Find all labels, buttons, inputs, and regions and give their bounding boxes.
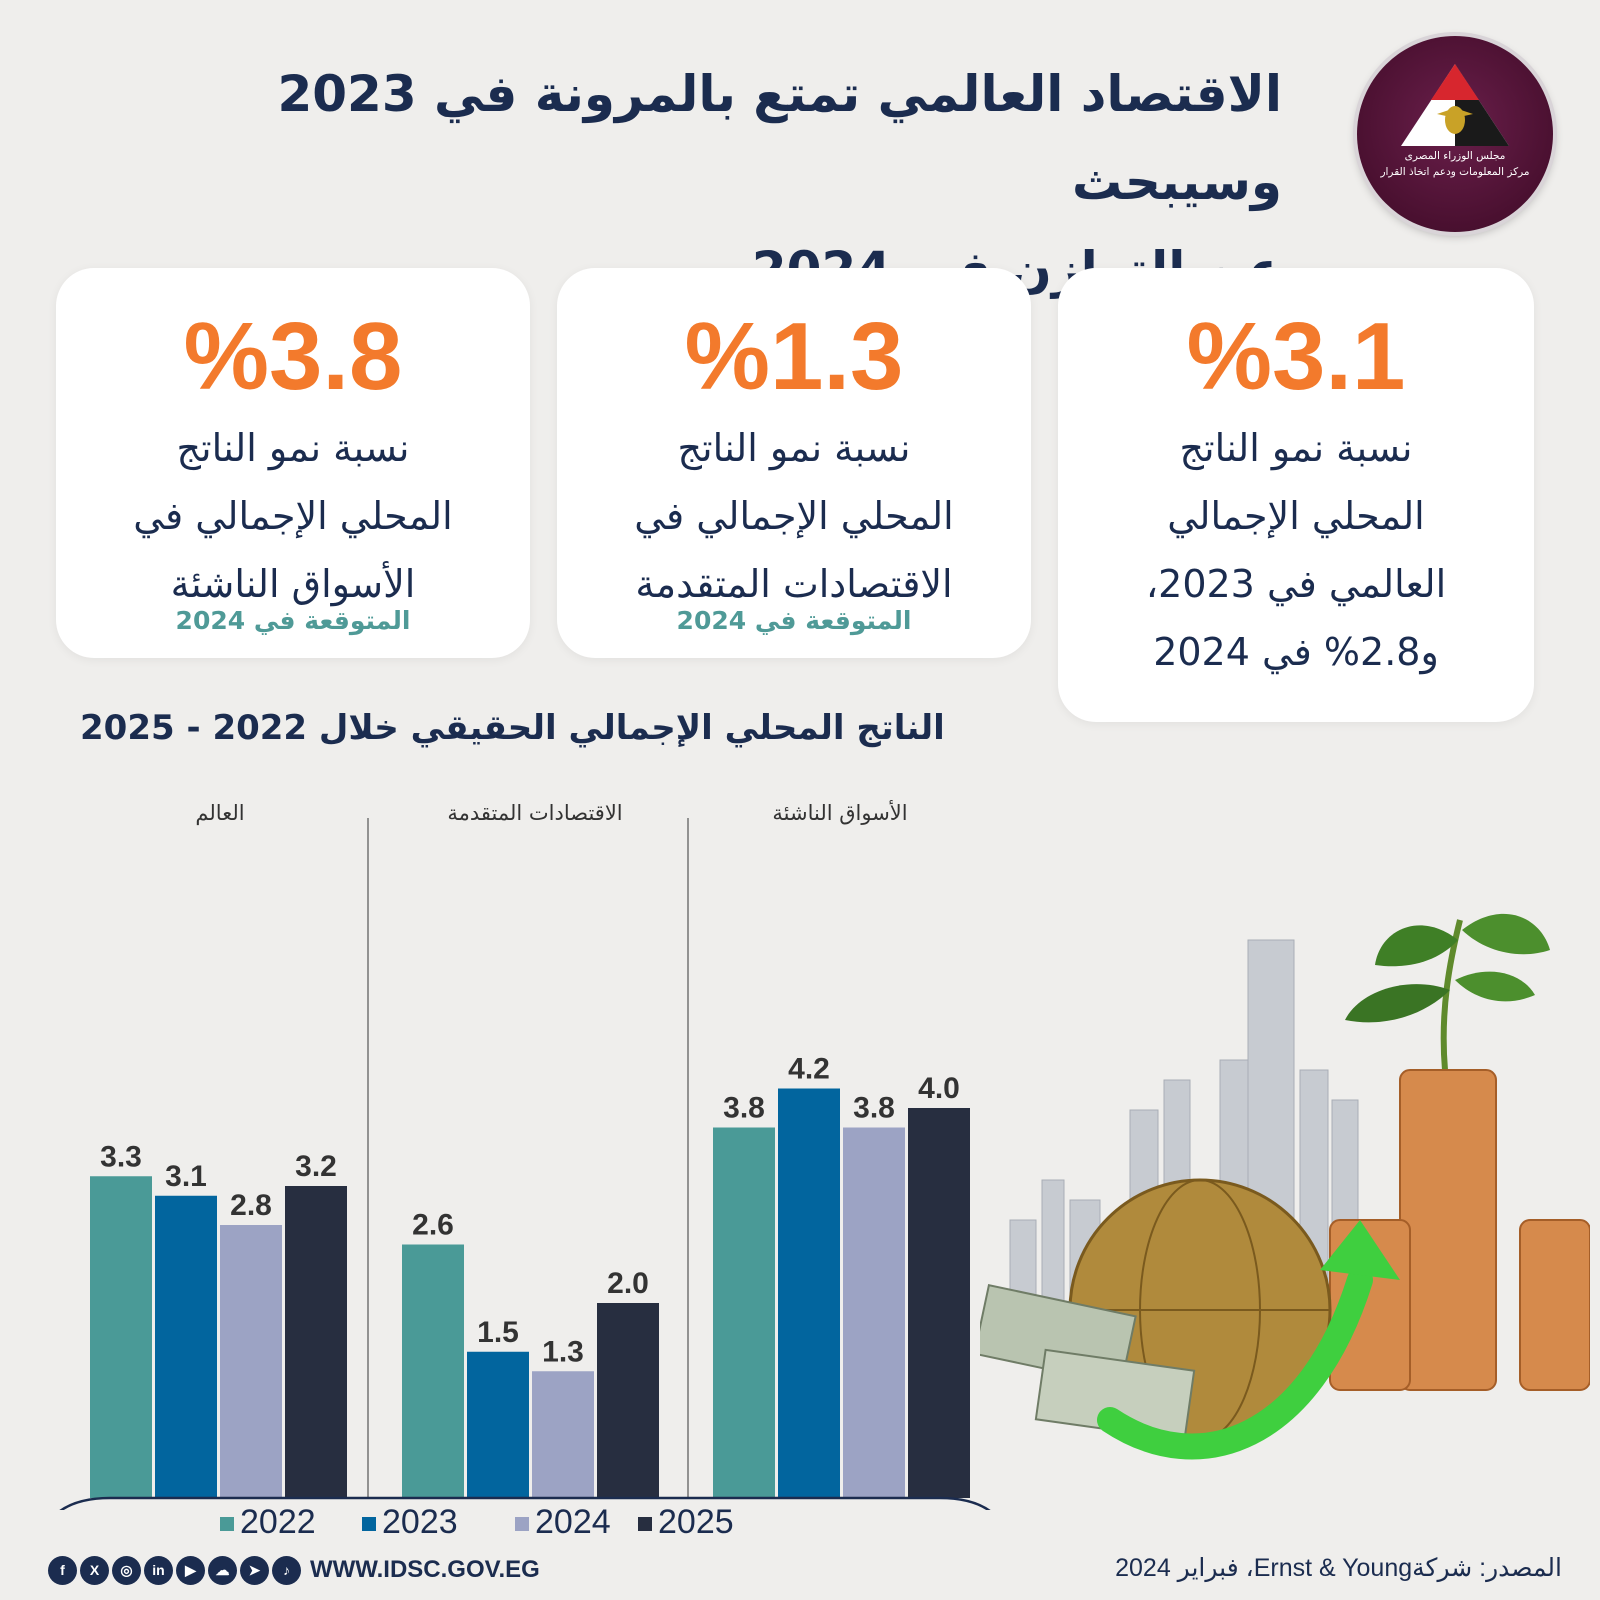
- legend-label: 2022: [240, 1503, 316, 1541]
- bar-value-label: 3.3: [100, 1140, 142, 1173]
- bar-value-label: 3.1: [165, 1160, 207, 1193]
- legend-item-2025: 2025: [638, 1503, 734, 1542]
- stat-card-world: %3.1 نسبة نمو الناتج المحلي الإجمالي الع…: [1058, 268, 1534, 722]
- instagram-icon[interactable]: ◎: [112, 1556, 141, 1585]
- title-line1: الاقتصاد العالمي تمتع بالمرونة في 2023 و…: [277, 65, 1282, 211]
- bar-2025: [597, 1303, 659, 1498]
- logo-text-line1: مجلس الوزراء المصرى: [1404, 150, 1506, 162]
- legend-label: 2024: [535, 1503, 611, 1541]
- bar-value-label: 2.6: [412, 1209, 454, 1242]
- stat-description: نسبة نمو الناتج المحلي الإجمالي في الاقت…: [557, 414, 1031, 618]
- bar-value-label: 3.8: [853, 1092, 895, 1125]
- bar-2024: [220, 1225, 282, 1498]
- desc-line: نسبة نمو الناتج: [1179, 426, 1413, 470]
- legend-swatch: [220, 1517, 234, 1532]
- idsc-logo: مجلس الوزراء المصرى مركز المعلومات ودعم …: [1357, 36, 1553, 232]
- desc-line: الاقتصادات المتقدمة: [635, 562, 953, 606]
- legend-swatch: [515, 1517, 529, 1532]
- bar-value-label: 2.8: [230, 1189, 272, 1222]
- bar-2023: [778, 1088, 840, 1498]
- legend-label: 2023: [382, 1503, 458, 1541]
- legend-swatch: [362, 1517, 376, 1532]
- bar-2024: [532, 1371, 594, 1498]
- logo-emblem-icon: [1401, 64, 1509, 146]
- bar-value-label: 1.3: [542, 1335, 584, 1368]
- bar-value-label: 1.5: [477, 1316, 519, 1349]
- category-label: الأسواق الناشئة: [772, 800, 907, 825]
- source-text: المصدر: شركةErnst & Young، فبراير 2024: [1115, 1554, 1562, 1582]
- stat-card-advanced: %1.3 نسبة نمو الناتج المحلي الإجمالي في …: [557, 268, 1031, 658]
- bar-value-label: 2.0: [607, 1267, 649, 1300]
- stat-card-emerging: %3.8 نسبة نمو الناتج المحلي الإجمالي في …: [56, 268, 530, 658]
- plant-icon: [1345, 913, 1550, 1071]
- bar-value-label: 4.0: [918, 1072, 960, 1105]
- desc-line: العالمي في 2023،: [1145, 562, 1447, 606]
- growth-arrow-icon: [1097, 1220, 1400, 1460]
- desc-line: المحلي الإجمالي في: [133, 494, 453, 538]
- desc-line: المحلي الإجمالي: [1167, 494, 1425, 538]
- legend-item-2023: 2023: [362, 1503, 458, 1542]
- stat-value: %3.1: [1186, 303, 1406, 410]
- desc-line: الأسواق الناشئة: [170, 562, 416, 606]
- bar-2024: [843, 1127, 905, 1498]
- desc-line: نسبة نمو الناتج: [176, 426, 410, 470]
- bar-2022: [402, 1244, 464, 1498]
- youtube-icon[interactable]: ▶: [176, 1556, 205, 1585]
- bar-2023: [155, 1195, 217, 1498]
- stat-value: %3.8: [183, 303, 403, 410]
- soundcloud-icon[interactable]: ☁: [208, 1556, 237, 1585]
- bar-2022: [90, 1176, 152, 1498]
- tiktok-icon[interactable]: ♪: [272, 1556, 301, 1585]
- stat-description: نسبة نمو الناتج المحلي الإجمالي في الأسو…: [56, 414, 530, 618]
- bar-2025: [285, 1186, 347, 1498]
- bar-2022: [713, 1127, 775, 1498]
- legend-label: 2025: [658, 1503, 734, 1541]
- x-icon[interactable]: X: [80, 1556, 109, 1585]
- gdp-bar-chart: العالم الاقتصادات المتقدمة الأسواق الناشئة…: [59, 800, 991, 1510]
- facebook-icon[interactable]: f: [48, 1556, 77, 1585]
- coin-stack-icon: [1329, 1069, 1590, 1391]
- stat-description: نسبة نمو الناتج المحلي الإجمالي العالمي …: [1058, 414, 1534, 686]
- bar-value-label: 3.2: [295, 1150, 337, 1183]
- bar-value-label: 3.8: [723, 1092, 765, 1125]
- legend-item-2022: 2022: [220, 1503, 316, 1542]
- category-label: الاقتصادات المتقدمة: [447, 801, 622, 825]
- bar-2025: [908, 1108, 970, 1498]
- linkedin-icon[interactable]: in: [144, 1556, 173, 1585]
- telegram-icon[interactable]: ➤: [240, 1556, 269, 1585]
- stat-value: %1.3: [684, 303, 904, 410]
- website-link[interactable]: WWW.IDSC.GOV.EG: [310, 1556, 540, 1583]
- category-label: العالم: [195, 801, 244, 826]
- logo-text-line2: مركز المعلومات ودعم اتخاذ القرار: [1380, 166, 1530, 178]
- desc-line: و2.8% في 2024: [1153, 630, 1439, 674]
- legend-swatch: [638, 1517, 652, 1532]
- desc-line: المحلي الإجمالي في: [634, 494, 954, 538]
- economy-illustration: [980, 913, 1590, 1460]
- bar-2023: [467, 1351, 529, 1498]
- chart-title: الناتج المحلي الإجمالي الحقيقي خلال 2022…: [80, 708, 945, 748]
- stat-note: المتوقعة في 2024: [676, 606, 912, 635]
- stat-note: المتوقعة في 2024: [175, 606, 411, 635]
- chart-baseline: [59, 1496, 991, 1510]
- money-stack-icon: [980, 1283, 1196, 1442]
- bar-value-label: 4.2: [788, 1053, 830, 1086]
- legend-item-2024: 2024: [515, 1503, 611, 1542]
- desc-line: نسبة نمو الناتج: [677, 426, 911, 470]
